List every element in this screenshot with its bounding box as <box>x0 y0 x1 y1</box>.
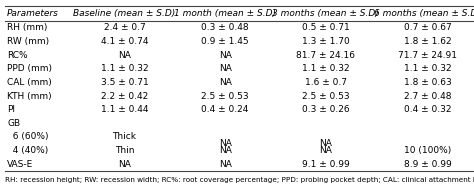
Text: NA: NA <box>118 160 131 169</box>
Text: 0.3 ± 0.48: 0.3 ± 0.48 <box>201 23 249 33</box>
Text: VAS-E: VAS-E <box>7 160 33 169</box>
Text: NA: NA <box>219 78 232 87</box>
Text: Baseline (mean ± S.D): Baseline (mean ± S.D) <box>73 9 175 18</box>
Text: NA: NA <box>319 139 332 148</box>
Text: 2.7 ± 0.48: 2.7 ± 0.48 <box>404 91 452 101</box>
Text: PPD (mm): PPD (mm) <box>7 64 52 73</box>
Text: 0.7 ± 0.67: 0.7 ± 0.67 <box>404 23 452 33</box>
Text: 9.1 ± 0.99: 9.1 ± 0.99 <box>302 160 350 169</box>
Text: 2.2 ± 0.42: 2.2 ± 0.42 <box>101 91 148 101</box>
Text: 1 month (mean ± S.D): 1 month (mean ± S.D) <box>174 9 276 18</box>
Text: 8.9 ± 0.99: 8.9 ± 0.99 <box>404 160 452 169</box>
Text: NA: NA <box>319 146 332 155</box>
Text: KTH (mm): KTH (mm) <box>7 91 52 101</box>
Text: NA: NA <box>219 64 232 73</box>
Text: 0.4 ± 0.32: 0.4 ± 0.32 <box>404 105 452 114</box>
Text: 2.4 ± 0.7: 2.4 ± 0.7 <box>103 23 146 33</box>
Text: 2.5 ± 0.53: 2.5 ± 0.53 <box>302 91 350 101</box>
Text: 6 (60%): 6 (60%) <box>7 132 49 141</box>
Text: RH (mm): RH (mm) <box>7 23 47 33</box>
Text: NA: NA <box>219 51 232 60</box>
Text: 1.6 ± 0.7: 1.6 ± 0.7 <box>305 78 347 87</box>
Text: 0.9 ± 1.45: 0.9 ± 1.45 <box>201 37 249 46</box>
Text: 0.3 ± 0.26: 0.3 ± 0.26 <box>302 105 350 114</box>
Text: 1.8 ± 1.62: 1.8 ± 1.62 <box>404 37 452 46</box>
Text: PI: PI <box>7 105 15 114</box>
Text: 1.1 ± 0.32: 1.1 ± 0.32 <box>100 64 148 73</box>
Text: 1.1 ± 0.44: 1.1 ± 0.44 <box>100 105 148 114</box>
Text: 3.5 ± 0.71: 3.5 ± 0.71 <box>100 78 148 87</box>
Text: 0.5 ± 0.71: 0.5 ± 0.71 <box>302 23 350 33</box>
Text: NA: NA <box>118 51 131 60</box>
Text: NA: NA <box>219 160 232 169</box>
Text: 3 months (mean ± S.D): 3 months (mean ± S.D) <box>273 9 379 18</box>
Text: RH: recession height; RW: recession width; RC%: root coverage percentage; PPD: p: RH: recession height; RW: recession widt… <box>5 177 474 183</box>
Text: Thick: Thick <box>112 132 137 141</box>
Text: GB: GB <box>7 119 20 128</box>
Text: 71.7 ± 24.91: 71.7 ± 24.91 <box>398 51 457 60</box>
Text: 1.3 ± 1.70: 1.3 ± 1.70 <box>302 37 350 46</box>
Text: RW (mm): RW (mm) <box>7 37 49 46</box>
Text: RC%: RC% <box>7 51 28 60</box>
Text: 2.5 ± 0.53: 2.5 ± 0.53 <box>201 91 249 101</box>
Text: CAL (mm): CAL (mm) <box>7 78 52 87</box>
Text: 0.4 ± 0.24: 0.4 ± 0.24 <box>201 105 249 114</box>
Text: 1.8 ± 0.63: 1.8 ± 0.63 <box>404 78 452 87</box>
Text: Thin: Thin <box>115 146 134 155</box>
Text: 10 (100%): 10 (100%) <box>404 146 451 155</box>
Text: 4.1 ± 0.74: 4.1 ± 0.74 <box>100 37 148 46</box>
Text: NA: NA <box>219 139 232 148</box>
Text: Parameters: Parameters <box>7 9 59 18</box>
Text: 1.1 ± 0.32: 1.1 ± 0.32 <box>404 64 452 73</box>
Text: 81.7 ± 24.16: 81.7 ± 24.16 <box>296 51 356 60</box>
Text: 4 (40%): 4 (40%) <box>7 146 48 155</box>
Text: 1.1 ± 0.32: 1.1 ± 0.32 <box>302 64 350 73</box>
Text: NA: NA <box>219 146 232 155</box>
Text: 6 months (mean ± S.D): 6 months (mean ± S.D) <box>374 9 474 18</box>
